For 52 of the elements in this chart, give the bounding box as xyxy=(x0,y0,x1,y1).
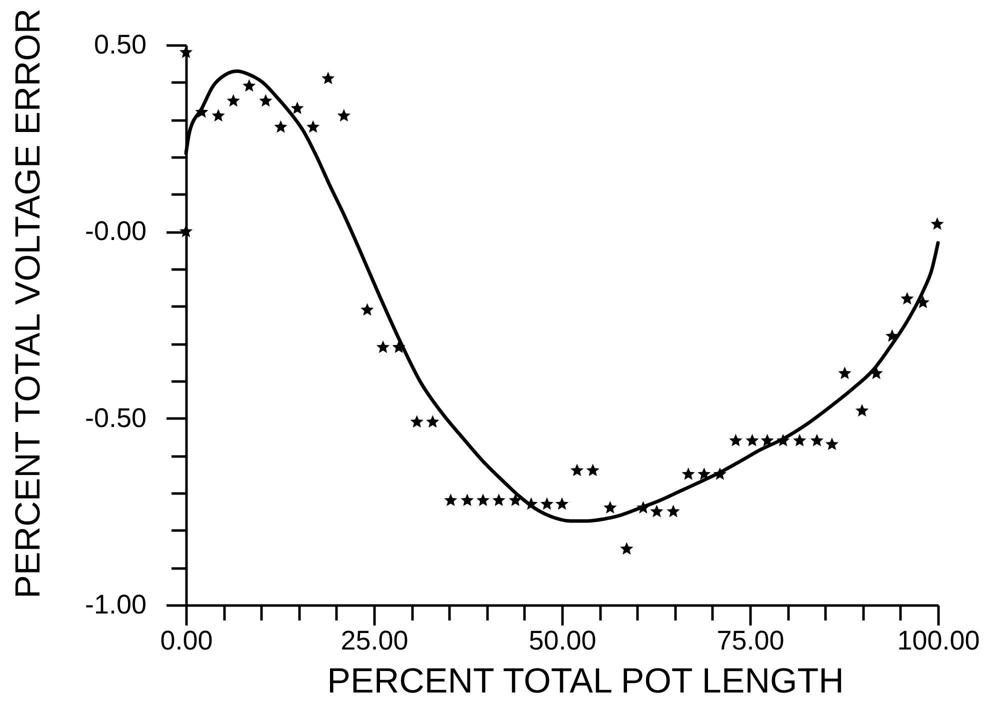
point xyxy=(838,366,852,380)
x-tick-label: 25.00 xyxy=(340,626,408,656)
y-tick-label: -0.00 xyxy=(84,216,146,246)
point xyxy=(555,497,569,510)
point xyxy=(242,79,256,92)
point xyxy=(410,415,424,428)
x-tick-label: 100.00 xyxy=(897,626,980,656)
point xyxy=(306,120,320,133)
point xyxy=(212,109,225,122)
point xyxy=(492,494,506,506)
point xyxy=(666,504,680,518)
point xyxy=(620,542,634,555)
point xyxy=(508,494,522,506)
x-axis-title: PERCENT TOTAL POT LENGTH xyxy=(327,662,844,700)
point xyxy=(476,494,490,506)
point xyxy=(259,94,272,107)
x-tick-label: 75.00 xyxy=(716,626,784,656)
x-tick-label: 50.00 xyxy=(528,626,596,656)
point xyxy=(698,467,711,480)
point xyxy=(322,72,335,84)
point xyxy=(760,434,774,446)
point xyxy=(746,434,759,446)
point xyxy=(540,497,554,510)
point xyxy=(729,434,742,446)
point xyxy=(274,120,288,133)
y-axis-title: PERCENT TOTAL VOLTAGE ERROR xyxy=(8,8,48,598)
point xyxy=(855,404,869,416)
point xyxy=(682,467,695,480)
point xyxy=(226,94,240,107)
point xyxy=(810,434,824,446)
point xyxy=(604,501,617,514)
point xyxy=(426,415,440,428)
point xyxy=(900,292,914,304)
point xyxy=(650,504,664,518)
point xyxy=(290,102,304,114)
point xyxy=(916,296,930,308)
point xyxy=(570,464,584,476)
point xyxy=(360,303,374,316)
point xyxy=(376,340,390,353)
y-tick-label: -0.50 xyxy=(84,402,146,433)
y-tick-label: -1.00 xyxy=(84,590,146,620)
point xyxy=(793,434,806,446)
point xyxy=(179,46,193,58)
point xyxy=(825,438,839,450)
point xyxy=(460,494,474,506)
y-tick-label: 0.50 xyxy=(94,30,146,60)
point xyxy=(930,217,944,230)
point xyxy=(337,109,350,122)
point xyxy=(179,224,193,238)
point xyxy=(444,494,458,506)
x-tick-label: 0.00 xyxy=(160,626,213,656)
point xyxy=(586,464,600,476)
